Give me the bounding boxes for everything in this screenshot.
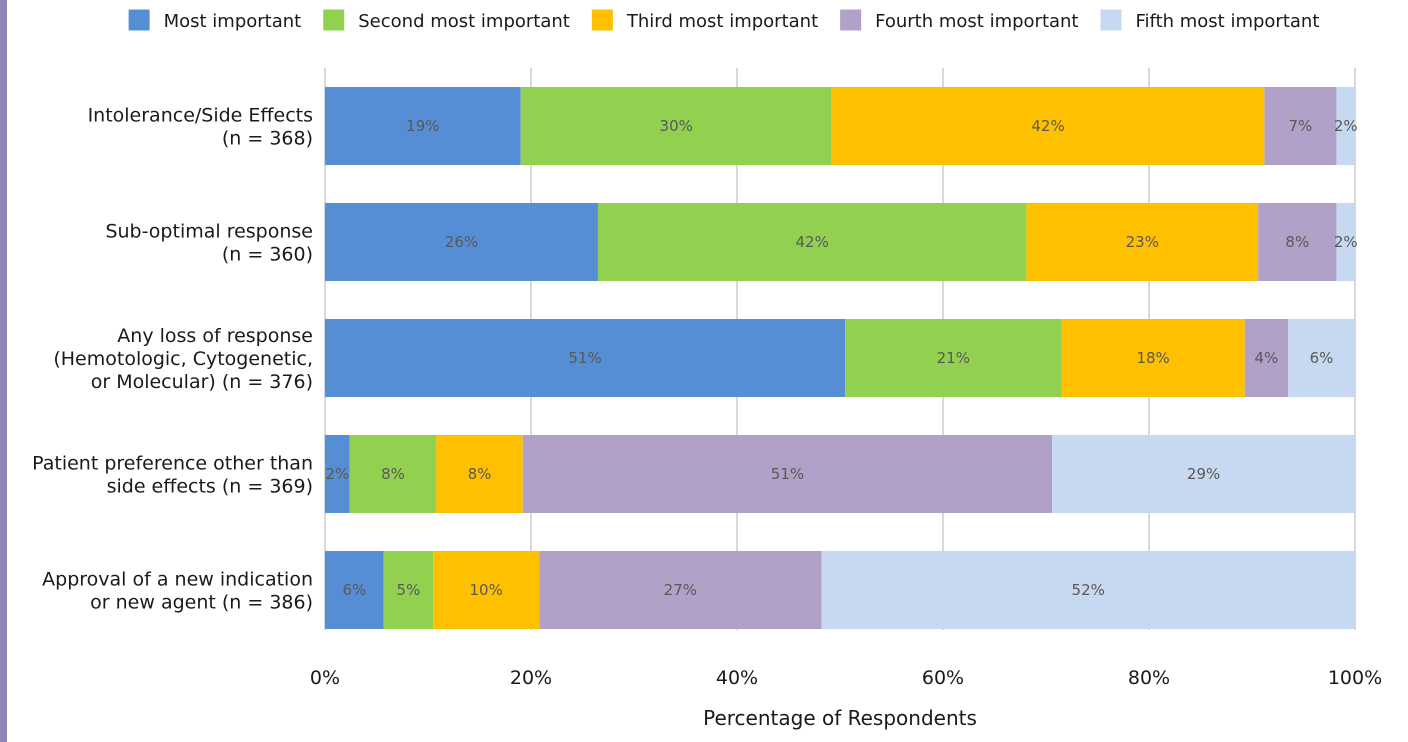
legend-swatch bbox=[591, 9, 613, 31]
bar-segment bbox=[1264, 87, 1337, 165]
bar-segment bbox=[1336, 203, 1355, 281]
bar-segment bbox=[597, 203, 1027, 281]
bars bbox=[325, 87, 1355, 629]
category-label: Sub-optimal response (n = 360) bbox=[105, 221, 313, 266]
bar-segment bbox=[1336, 87, 1355, 165]
legend: Most important Second most important Third… bbox=[128, 9, 1320, 32]
data-label: 8% bbox=[1285, 233, 1309, 251]
legend-item: Fifth most important bbox=[1100, 9, 1320, 32]
data-label: 51% bbox=[771, 465, 804, 483]
data-label: 5% bbox=[397, 581, 421, 599]
category-label: Patient preference other than side effect… bbox=[32, 453, 313, 498]
legend-label: Fourth most important bbox=[875, 11, 1078, 32]
data-label: 6% bbox=[1310, 349, 1334, 367]
bar-segment bbox=[1026, 203, 1259, 281]
legend-item: Fourth most important bbox=[840, 9, 1079, 32]
bar-segment bbox=[522, 435, 1053, 513]
data-label: 18% bbox=[1136, 349, 1169, 367]
bar-segment bbox=[1052, 435, 1355, 513]
bar-segment bbox=[383, 551, 434, 629]
bar-segment bbox=[349, 435, 437, 513]
x-tick-label: 40% bbox=[716, 667, 758, 689]
data-label: 2% bbox=[325, 465, 349, 483]
x-axis-title: Percentage of Respondents bbox=[703, 706, 977, 730]
data-label: 23% bbox=[1126, 233, 1159, 251]
legend-label: Third most important bbox=[626, 11, 818, 32]
data-label: 8% bbox=[468, 465, 492, 483]
bar-segment bbox=[325, 319, 846, 397]
data-label: 10% bbox=[470, 581, 503, 599]
category-label: Approval of a new indication or new agent… bbox=[42, 569, 313, 614]
accent-bar bbox=[0, 0, 7, 742]
bar-segment bbox=[433, 551, 540, 629]
category-labels: Intolerance/Side Effects (n = 368) Sub-opt… bbox=[32, 105, 313, 614]
bar-segment bbox=[539, 551, 822, 629]
legend-swatch bbox=[323, 9, 345, 31]
data-label: 8% bbox=[381, 465, 405, 483]
x-tick-label: 60% bbox=[922, 667, 964, 689]
category-label: Intolerance/Side Effects (n = 368) bbox=[88, 105, 313, 150]
bar-segment bbox=[1061, 319, 1245, 397]
bar-segment bbox=[1244, 319, 1289, 397]
legend-label: Fifth most important bbox=[1136, 11, 1320, 32]
data-label: 42% bbox=[1031, 117, 1064, 135]
data-label: 52% bbox=[1072, 581, 1105, 599]
bar-segment bbox=[325, 435, 350, 513]
legend-item: Third most important bbox=[591, 9, 818, 32]
data-labels: 19% 30% 42% 7% 2% 26% 42% 23% 8% 2% 51% 21% 18% 4% 6% 2… bbox=[325, 117, 1357, 599]
bar-segment bbox=[821, 551, 1355, 629]
bar-segment bbox=[1258, 203, 1337, 281]
data-label: 19% bbox=[406, 117, 439, 135]
legend-item: Most important bbox=[128, 9, 302, 32]
bar-segment bbox=[325, 203, 598, 281]
x-tick-label: 20% bbox=[510, 667, 552, 689]
data-label: 6% bbox=[342, 581, 366, 599]
data-label: 42% bbox=[796, 233, 829, 251]
legend-label: Most important bbox=[164, 11, 302, 32]
data-label: 30% bbox=[660, 117, 693, 135]
bar-segment bbox=[436, 435, 523, 513]
data-label: 26% bbox=[445, 233, 478, 251]
data-label: 7% bbox=[1289, 117, 1313, 135]
data-label: 29% bbox=[1187, 465, 1220, 483]
data-label: 51% bbox=[568, 349, 601, 367]
bar-segment bbox=[325, 87, 521, 165]
legend-swatch bbox=[128, 9, 150, 31]
legend-swatch bbox=[1100, 9, 1122, 31]
legend-label: Second most important bbox=[358, 11, 570, 32]
legend-item: Second most important bbox=[323, 9, 570, 32]
bar-segment bbox=[325, 551, 384, 629]
category-label: Any loss of response (Hemotologic, Cytoge… bbox=[53, 325, 313, 393]
data-label: 27% bbox=[664, 581, 697, 599]
data-label: 2% bbox=[1334, 233, 1358, 251]
data-label: 2% bbox=[1334, 117, 1358, 135]
legend-swatch bbox=[840, 9, 862, 31]
data-label: 4% bbox=[1255, 349, 1279, 367]
bar-segment bbox=[845, 319, 1062, 397]
x-axis-ticks: 0% 20% 40% 60% 80% 100% bbox=[310, 667, 1382, 689]
bar-segment bbox=[520, 87, 832, 165]
x-tick-label: 100% bbox=[1328, 667, 1382, 689]
x-tick-label: 80% bbox=[1128, 667, 1170, 689]
bar-segment bbox=[831, 87, 1265, 165]
data-label: 21% bbox=[937, 349, 970, 367]
x-tick-label: 0% bbox=[310, 667, 340, 689]
bar-segment bbox=[1288, 319, 1355, 397]
